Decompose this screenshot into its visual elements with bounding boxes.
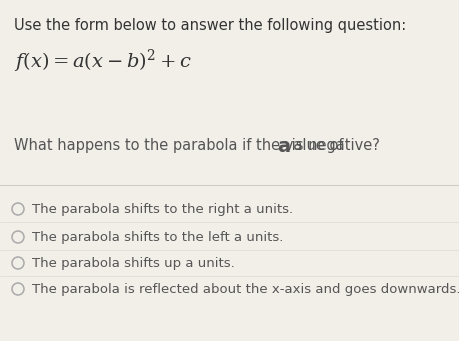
Text: The parabola shifts to the right a units.: The parabola shifts to the right a units… [32, 203, 293, 216]
Text: What happens to the parabola if the value of: What happens to the parabola if the valu… [14, 138, 348, 153]
Text: The parabola is reflected about the x-axis and goes downwards.: The parabola is reflected about the x-ax… [32, 282, 459, 296]
Text: a: a [277, 137, 291, 156]
Text: The parabola shifts to the left a units.: The parabola shifts to the left a units. [32, 231, 283, 243]
Text: Use the form below to answer the following question:: Use the form below to answer the followi… [14, 18, 406, 33]
Text: $f(x) = \mathit{a}(x - b)^2 + c$: $f(x) = \mathit{a}(x - b)^2 + c$ [14, 48, 192, 75]
Text: The parabola shifts up a units.: The parabola shifts up a units. [32, 256, 235, 269]
Text: is negative?: is negative? [287, 138, 380, 153]
